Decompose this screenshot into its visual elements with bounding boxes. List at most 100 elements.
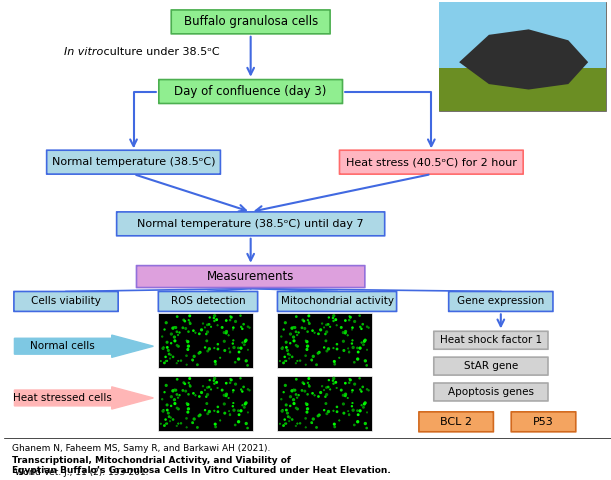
Circle shape [206, 396, 207, 397]
Circle shape [198, 415, 200, 417]
Circle shape [302, 382, 304, 384]
Circle shape [333, 410, 334, 411]
Circle shape [305, 418, 306, 419]
Circle shape [325, 340, 327, 342]
Circle shape [164, 392, 165, 393]
Circle shape [348, 352, 349, 353]
Circle shape [166, 404, 168, 406]
Circle shape [334, 363, 335, 365]
Circle shape [235, 383, 236, 385]
Circle shape [230, 320, 231, 321]
Circle shape [345, 395, 346, 396]
Circle shape [165, 356, 166, 358]
Circle shape [330, 326, 331, 327]
Circle shape [368, 327, 369, 328]
Circle shape [167, 412, 169, 414]
Circle shape [218, 348, 219, 350]
Circle shape [200, 329, 202, 331]
Circle shape [321, 386, 323, 387]
Circle shape [282, 348, 283, 349]
Circle shape [297, 335, 298, 336]
Circle shape [297, 397, 298, 398]
Circle shape [307, 394, 308, 395]
Circle shape [290, 406, 291, 407]
Circle shape [306, 403, 308, 405]
Circle shape [167, 347, 168, 348]
Circle shape [238, 351, 240, 353]
Circle shape [367, 326, 368, 327]
Circle shape [218, 411, 219, 412]
Circle shape [199, 351, 201, 353]
Circle shape [164, 329, 165, 330]
Text: In vitro: In vitro [64, 47, 103, 57]
Circle shape [245, 422, 247, 424]
Circle shape [189, 378, 191, 379]
Circle shape [213, 317, 214, 319]
Circle shape [245, 339, 247, 341]
Circle shape [208, 410, 210, 412]
Circle shape [224, 412, 225, 414]
Circle shape [207, 350, 208, 352]
Polygon shape [459, 29, 588, 90]
Circle shape [208, 324, 210, 325]
Circle shape [188, 394, 189, 395]
Circle shape [334, 426, 335, 428]
Circle shape [184, 321, 186, 322]
Circle shape [325, 403, 327, 404]
Circle shape [241, 326, 242, 327]
Circle shape [297, 408, 298, 410]
Circle shape [167, 349, 169, 351]
Circle shape [293, 336, 295, 338]
Circle shape [290, 343, 291, 344]
Circle shape [207, 331, 208, 333]
Circle shape [172, 419, 174, 420]
Circle shape [162, 336, 163, 337]
Circle shape [294, 327, 296, 328]
Circle shape [351, 406, 353, 407]
Circle shape [359, 315, 360, 316]
Circle shape [354, 383, 356, 385]
Circle shape [285, 360, 286, 361]
Circle shape [361, 342, 362, 343]
Circle shape [366, 365, 367, 366]
Circle shape [359, 378, 360, 379]
Circle shape [214, 423, 216, 425]
Circle shape [192, 422, 193, 423]
Circle shape [316, 427, 317, 428]
Text: Heat stressed cells: Heat stressed cells [13, 393, 111, 403]
Circle shape [189, 385, 191, 387]
Circle shape [170, 406, 172, 407]
Circle shape [307, 408, 309, 410]
Circle shape [163, 409, 164, 411]
Circle shape [216, 319, 218, 321]
Circle shape [283, 425, 284, 426]
Circle shape [327, 386, 329, 388]
Circle shape [311, 422, 312, 423]
Circle shape [304, 328, 306, 329]
Circle shape [240, 347, 242, 349]
Circle shape [301, 327, 302, 328]
Circle shape [164, 362, 165, 364]
Circle shape [249, 390, 250, 391]
Circle shape [224, 340, 225, 342]
Circle shape [172, 390, 174, 392]
Circle shape [334, 423, 335, 425]
Circle shape [285, 384, 286, 386]
Bar [439, 2, 606, 111]
Circle shape [288, 353, 289, 355]
Circle shape [200, 392, 202, 394]
Circle shape [213, 380, 214, 381]
Circle shape [180, 423, 181, 424]
Circle shape [232, 343, 233, 344]
Circle shape [303, 321, 305, 322]
Circle shape [326, 413, 327, 415]
Circle shape [333, 315, 335, 317]
Circle shape [198, 352, 200, 354]
Circle shape [233, 327, 234, 328]
Circle shape [352, 390, 353, 391]
Circle shape [297, 423, 298, 424]
Circle shape [320, 392, 321, 394]
Text: Gene expression: Gene expression [457, 297, 544, 306]
FancyBboxPatch shape [277, 291, 397, 312]
Circle shape [359, 347, 361, 349]
